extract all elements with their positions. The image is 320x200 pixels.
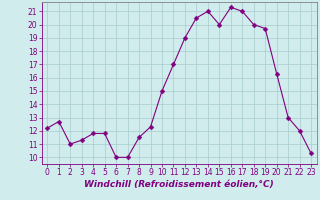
X-axis label: Windchill (Refroidissement éolien,°C): Windchill (Refroidissement éolien,°C) bbox=[84, 180, 274, 189]
